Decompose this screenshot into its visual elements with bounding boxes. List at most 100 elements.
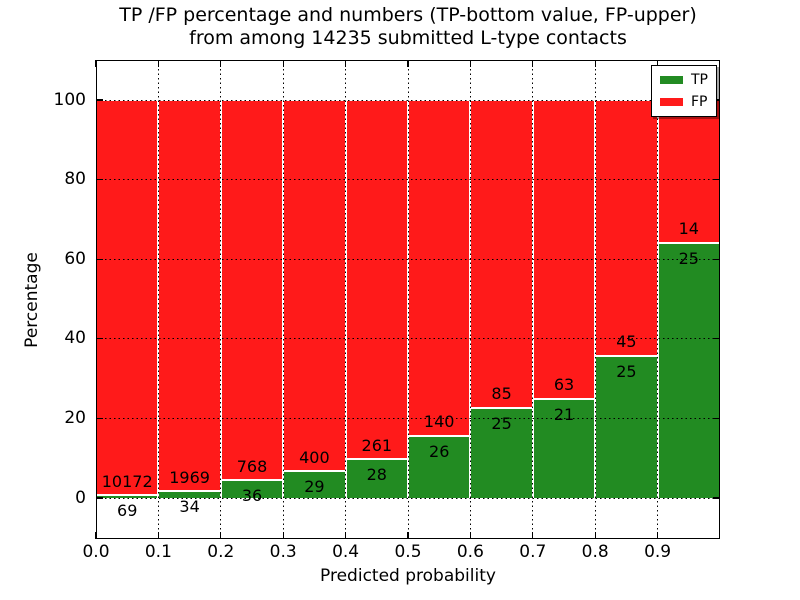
- bar-segment-fp: [595, 100, 658, 356]
- x-tick-mark: [469, 532, 472, 539]
- bar-segment-tp: [595, 355, 658, 498]
- x-tick-mark: [95, 532, 97, 539]
- x-tick-mark: [220, 532, 222, 539]
- bar-segment-fp: [408, 100, 471, 436]
- grid-line-vertical: [407, 60, 409, 539]
- tp-count-label: 25: [678, 248, 699, 268]
- x-tick-mark: [282, 532, 284, 539]
- tp-legend-swatch: [660, 76, 683, 84]
- fp-count-label: 45: [616, 332, 637, 352]
- fp-count-label: 1969: [169, 467, 210, 487]
- x-tick-mark: [95, 60, 97, 67]
- bar-segment-tp: [220, 480, 284, 498]
- grid-line-vertical: [157, 60, 159, 539]
- fp-count-label: 400: [299, 447, 330, 467]
- grid-line-horizontal: [96, 258, 720, 260]
- y-tick-mark: [96, 497, 103, 499]
- grid-line-vertical: [220, 60, 222, 539]
- y-tick-mark: [713, 497, 720, 499]
- fp-count-label: 63: [553, 375, 575, 394]
- bar-segment-tp: [532, 398, 596, 498]
- tp-count-label: 28: [366, 465, 387, 485]
- tp-count-label: 36: [241, 486, 263, 506]
- tp-count-label: 29: [304, 477, 325, 497]
- fp-legend-label: FP: [691, 94, 708, 110]
- x-tick-label: 0.0: [82, 542, 110, 562]
- x-tick-mark: [532, 60, 534, 67]
- x-tick-label: 0.3: [269, 542, 297, 562]
- fp-count-label: 10172: [101, 471, 153, 491]
- bar-segment-fp: [96, 100, 159, 496]
- x-tick-mark: [594, 532, 596, 539]
- x-tick-label: 0.2: [207, 542, 235, 562]
- x-tick-label: 0.7: [519, 542, 547, 562]
- tp-count-label: 26: [429, 441, 450, 461]
- fp-count-label: 140: [423, 412, 455, 432]
- y-tick-label: 100: [53, 89, 86, 110]
- x-tick-mark: [656, 532, 659, 539]
- x-tick-mark: [656, 60, 659, 67]
- bar-segment-fp: [220, 100, 284, 481]
- chart-title-line2: from among 14235 submitted L-type contac…: [189, 27, 627, 49]
- bar-segment-tp: [345, 459, 408, 498]
- y-tick-mark: [713, 338, 720, 340]
- legend-item-tp: TP: [660, 73, 708, 87]
- chart-title: TP /FP percentage and numbers (TP-bottom…: [96, 4, 720, 50]
- tp-count-label: 34: [179, 497, 200, 517]
- tp-count-label: 25: [491, 413, 512, 433]
- tp-legend-label: TP: [691, 72, 708, 88]
- tp-count-label: 25: [616, 361, 637, 381]
- x-tick-label: 0.5: [394, 542, 422, 562]
- bar-segment-fp: [470, 100, 533, 408]
- x-tick-label: 0.6: [456, 542, 484, 562]
- x-tick-label: 0.9: [644, 542, 672, 562]
- grid-line-horizontal: [96, 338, 720, 340]
- grid-line-horizontal: [96, 99, 720, 101]
- y-tick-mark: [96, 178, 103, 181]
- y-tick-label: 60: [64, 248, 86, 269]
- y-tick-mark: [96, 417, 103, 420]
- grid-line-horizontal: [96, 179, 720, 181]
- y-tick-label: 20: [64, 407, 86, 428]
- y-tick-label: 0: [75, 487, 86, 508]
- y-tick-mark: [713, 258, 720, 260]
- x-tick-label: 0.1: [144, 542, 172, 562]
- grid-line-horizontal: [96, 497, 720, 499]
- fp-legend-swatch: [660, 98, 683, 106]
- x-tick-mark: [220, 60, 222, 67]
- bar-segment-tp: [158, 491, 221, 498]
- grid-line-vertical: [657, 60, 659, 539]
- bar-segment-tp: [408, 435, 471, 498]
- fp-count-label: 261: [361, 435, 393, 455]
- x-tick-label: 0.8: [581, 542, 609, 562]
- tp-count-label: 21: [553, 404, 575, 424]
- x-tick-label: 0.4: [332, 542, 360, 562]
- x-tick-mark: [532, 532, 534, 539]
- x-tick-mark: [469, 60, 472, 67]
- bar-segment-fp: [532, 100, 596, 399]
- legend: TP FP: [651, 65, 717, 117]
- fp-count-label: 768: [236, 456, 268, 476]
- bar-segment-fp: [283, 100, 346, 472]
- bar-segment-fp: [657, 100, 720, 243]
- x-tick-mark: [407, 532, 409, 539]
- fp-count-label: 85: [491, 384, 512, 404]
- grid-line-vertical: [469, 60, 471, 539]
- x-tick-mark: [344, 60, 347, 67]
- grid-line-vertical: [282, 60, 284, 539]
- fp-count-label: 14: [678, 219, 699, 239]
- legend-item-fp: FP: [660, 95, 708, 109]
- grid-line-horizontal: [96, 417, 720, 419]
- bar-segment-tp: [470, 407, 533, 498]
- grid-line-vertical: [345, 60, 347, 539]
- y-tick-mark: [96, 99, 103, 101]
- y-tick-mark: [96, 338, 103, 340]
- bar-segment-fp: [158, 100, 221, 492]
- y-tick-label: 80: [64, 169, 86, 190]
- y-tick-label: 40: [64, 328, 86, 349]
- x-tick-mark: [282, 60, 284, 67]
- chart-title-line1: TP /FP percentage and numbers (TP-bottom…: [119, 4, 697, 26]
- x-tick-mark: [157, 532, 160, 539]
- x-tick-mark: [594, 60, 596, 67]
